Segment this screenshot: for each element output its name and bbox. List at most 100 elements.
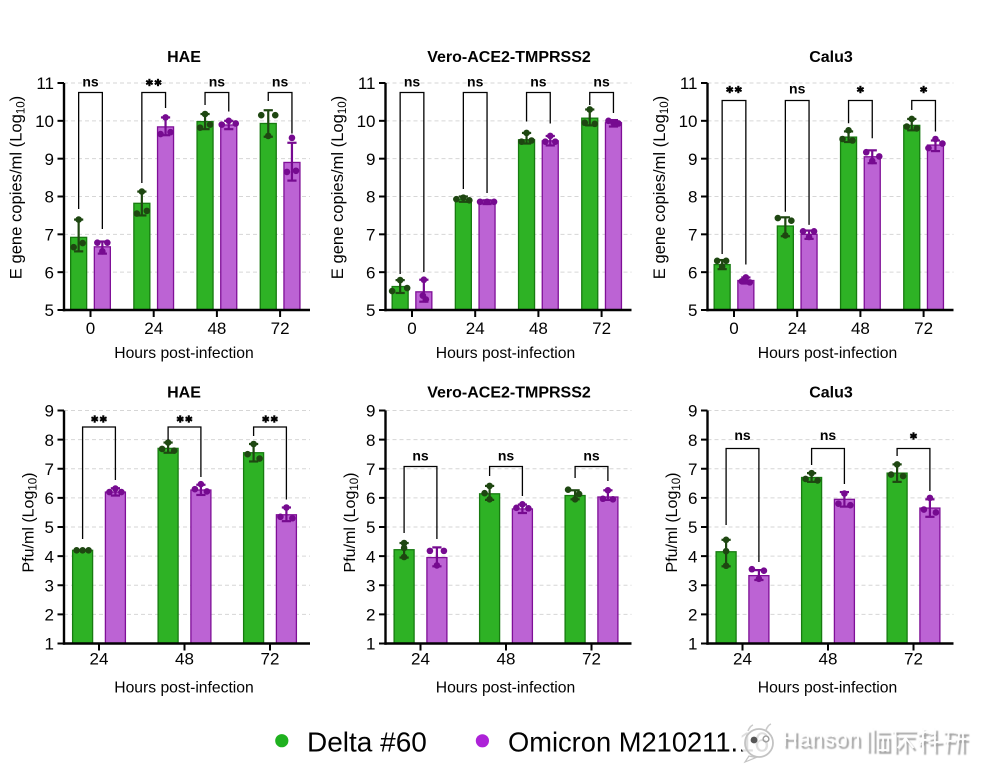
- svg-text:72: 72: [592, 319, 611, 338]
- svg-text:11: 11: [36, 74, 54, 93]
- svg-text:4: 4: [366, 547, 375, 566]
- svg-text:10: 10: [35, 112, 54, 131]
- svg-text:48: 48: [851, 319, 870, 338]
- svg-text:ns: ns: [498, 447, 515, 463]
- svg-text:1: 1: [688, 635, 697, 654]
- svg-text:5: 5: [366, 301, 375, 320]
- svg-text:24: 24: [144, 319, 163, 338]
- svg-text:0: 0: [729, 319, 738, 338]
- svg-text:48: 48: [175, 650, 194, 669]
- svg-text:3: 3: [45, 576, 54, 595]
- svg-text:9: 9: [688, 150, 697, 169]
- svg-text:1: 1: [366, 635, 375, 654]
- svg-text:ns: ns: [272, 73, 289, 89]
- svg-text:ns: ns: [412, 447, 429, 463]
- svg-text:9: 9: [366, 402, 375, 421]
- svg-text:24: 24: [788, 319, 807, 338]
- svg-text:7: 7: [366, 460, 375, 479]
- svg-text:10: 10: [357, 112, 376, 131]
- svg-text:5: 5: [688, 301, 697, 320]
- svg-text:3: 3: [366, 576, 375, 595]
- svg-text:4: 4: [688, 547, 697, 566]
- svg-text:2: 2: [366, 606, 375, 625]
- svg-text:7: 7: [688, 460, 697, 479]
- svg-text:72: 72: [904, 650, 923, 669]
- svg-text:6: 6: [366, 489, 375, 508]
- svg-text:8: 8: [45, 188, 54, 207]
- svg-text:0: 0: [407, 319, 416, 338]
- svg-text:24: 24: [733, 650, 752, 669]
- svg-text:10: 10: [679, 112, 698, 131]
- svg-text:ns: ns: [530, 73, 547, 89]
- svg-text:72: 72: [914, 319, 933, 338]
- svg-text:Calu3: Calu3: [809, 49, 853, 66]
- svg-text:7: 7: [45, 460, 54, 479]
- svg-text:6: 6: [366, 263, 375, 282]
- svg-text:HAE: HAE: [167, 49, 201, 66]
- svg-text:6: 6: [688, 489, 697, 508]
- svg-text:E gene copies/ml (Log10): E gene copies/ml (Log10): [650, 96, 671, 279]
- svg-text:ns: ns: [209, 73, 226, 89]
- svg-text:9: 9: [366, 150, 375, 169]
- svg-text:4: 4: [45, 547, 54, 566]
- svg-text:Delta #60: Delta #60: [307, 726, 427, 757]
- svg-text:Hours post-infection: Hours post-infection: [436, 680, 576, 697]
- svg-text:Pfu/ml (Log10): Pfu/ml (Log10): [664, 473, 683, 573]
- svg-text:8: 8: [688, 188, 697, 207]
- svg-text:11: 11: [680, 74, 698, 93]
- svg-text:6: 6: [45, 263, 54, 282]
- svg-text:Calu3: Calu3: [809, 385, 853, 402]
- svg-text:7: 7: [688, 226, 697, 245]
- svg-text:72: 72: [261, 650, 280, 669]
- svg-text:ns: ns: [734, 427, 751, 443]
- svg-text:2: 2: [688, 606, 697, 625]
- svg-text:ns: ns: [593, 73, 610, 89]
- svg-text:ns: ns: [467, 73, 484, 89]
- svg-text:8: 8: [45, 431, 54, 450]
- svg-text:8: 8: [366, 431, 375, 450]
- svg-text:48: 48: [497, 650, 516, 669]
- svg-text:7: 7: [45, 226, 54, 245]
- svg-text:6: 6: [688, 263, 697, 282]
- svg-text:Hanson: Hanson: [782, 726, 861, 751]
- svg-text:5: 5: [366, 518, 375, 537]
- svg-text:ns: ns: [789, 80, 806, 96]
- svg-text:48: 48: [207, 319, 226, 338]
- svg-text:Hours post-infection: Hours post-infection: [758, 345, 898, 362]
- svg-text:1: 1: [45, 635, 54, 654]
- svg-text:24: 24: [411, 650, 430, 669]
- svg-text:Hours post-infection: Hours post-infection: [436, 345, 576, 362]
- svg-text:8: 8: [688, 431, 697, 450]
- svg-text:3: 3: [688, 576, 697, 595]
- svg-text:ns: ns: [820, 427, 837, 443]
- svg-text:9: 9: [688, 402, 697, 421]
- svg-text:24: 24: [466, 319, 485, 338]
- svg-text:0: 0: [86, 319, 95, 338]
- svg-text:Hours post-infection: Hours post-infection: [114, 680, 254, 697]
- svg-text:48: 48: [819, 650, 838, 669]
- svg-text:Pfu/ml (Log10): Pfu/ml (Log10): [21, 473, 40, 573]
- svg-text:9: 9: [45, 150, 54, 169]
- svg-text:ns: ns: [404, 73, 421, 89]
- svg-text:5: 5: [688, 518, 697, 537]
- svg-text:8: 8: [366, 188, 375, 207]
- svg-text:9: 9: [45, 402, 54, 421]
- svg-text:Vero-ACE2-TMPRSS2: Vero-ACE2-TMPRSS2: [427, 49, 591, 66]
- svg-text:E gene copies/ml (Log10): E gene copies/ml (Log10): [328, 96, 349, 279]
- svg-text:72: 72: [271, 319, 290, 338]
- svg-text:2: 2: [45, 606, 54, 625]
- svg-text:24: 24: [90, 650, 109, 669]
- svg-text:Vero-ACE2-TMPRSS2: Vero-ACE2-TMPRSS2: [427, 385, 591, 402]
- svg-text:ns: ns: [82, 73, 99, 89]
- svg-text:HAE: HAE: [167, 385, 201, 402]
- svg-text:Hours post-infection: Hours post-infection: [114, 345, 254, 362]
- svg-text:Hours post-infection: Hours post-infection: [758, 680, 898, 697]
- svg-text:6: 6: [45, 489, 54, 508]
- svg-text:72: 72: [582, 650, 601, 669]
- svg-text:48: 48: [529, 319, 548, 338]
- svg-text:7: 7: [366, 226, 375, 245]
- svg-text:5: 5: [45, 301, 54, 320]
- svg-text:E gene copies/ml (Log10): E gene copies/ml (Log10): [7, 96, 28, 279]
- svg-text:ns: ns: [583, 447, 600, 463]
- svg-text:5: 5: [45, 518, 54, 537]
